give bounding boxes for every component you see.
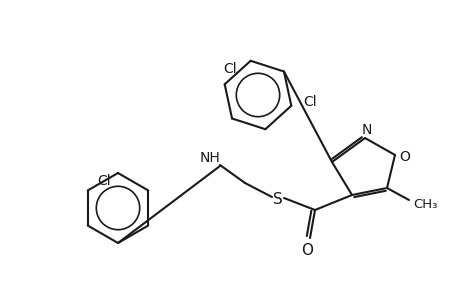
Text: CH₃: CH₃: [412, 197, 437, 211]
Text: O: O: [399, 150, 409, 164]
Text: Cl: Cl: [302, 95, 316, 109]
Text: N: N: [361, 123, 371, 137]
Text: S: S: [273, 193, 282, 208]
Text: O: O: [300, 244, 312, 259]
Text: Cl: Cl: [223, 62, 236, 76]
Text: NH: NH: [199, 151, 220, 165]
Text: Cl: Cl: [97, 174, 111, 188]
